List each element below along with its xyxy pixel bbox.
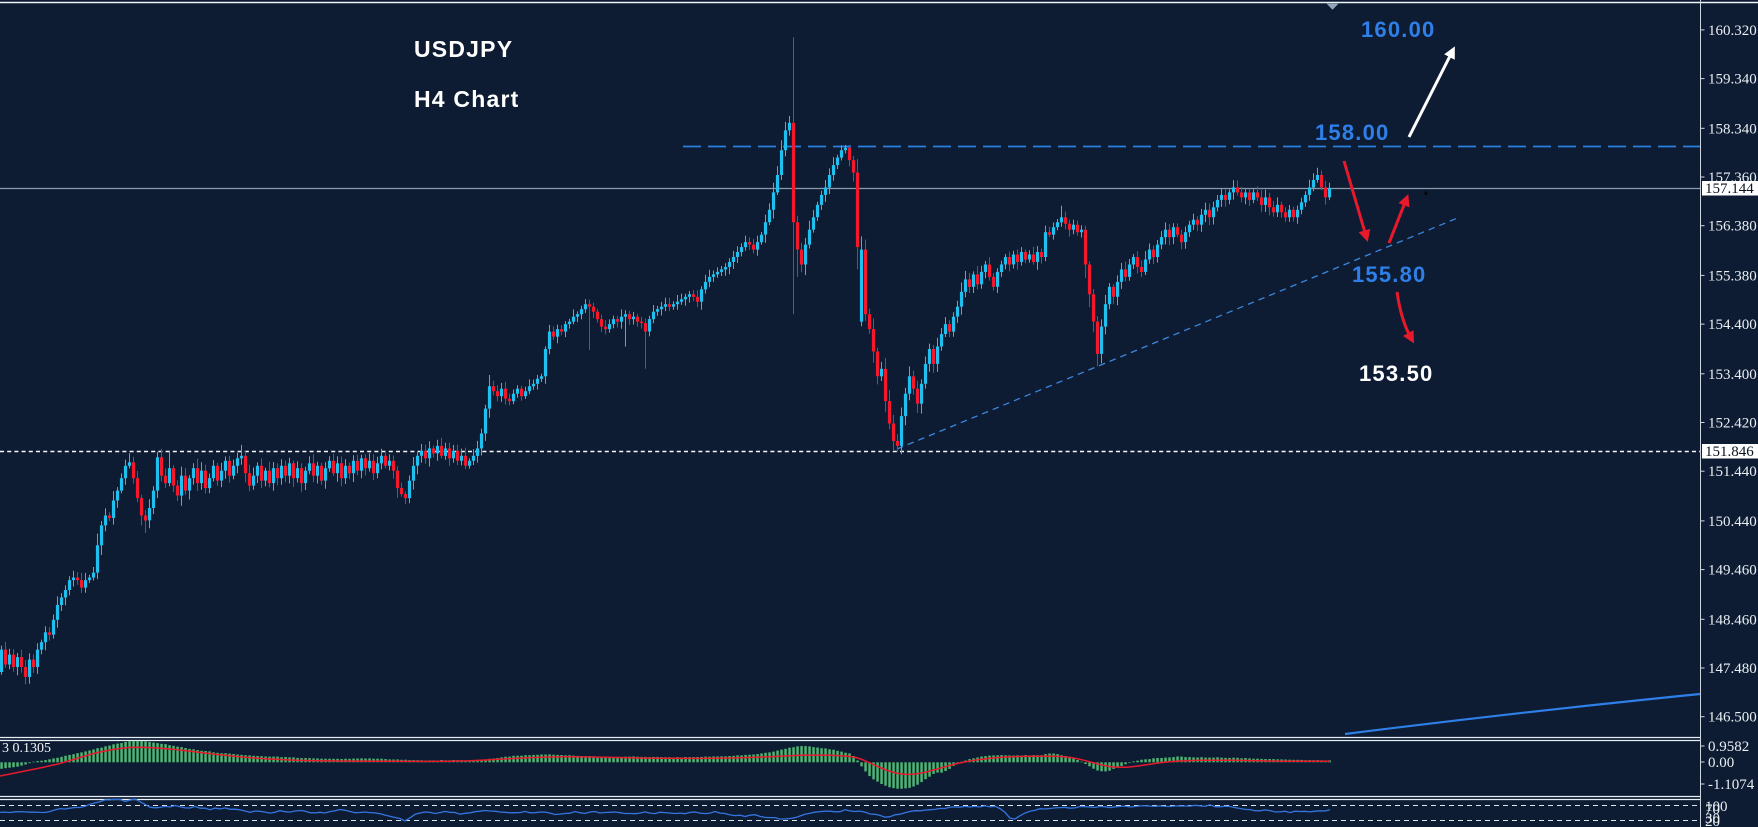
svg-text:157.144: 157.144 (1705, 181, 1754, 197)
svg-text:147.480: 147.480 (1708, 661, 1757, 677)
svg-text:151.846: 151.846 (1705, 444, 1754, 460)
svg-text:160.320: 160.320 (1708, 23, 1757, 39)
svg-text:154.400: 154.400 (1708, 317, 1757, 333)
svg-text:155.80: 155.80 (1352, 262, 1427, 287)
svg-text:USDJPY: USDJPY (414, 36, 513, 62)
svg-text:151.440: 151.440 (1708, 464, 1757, 480)
svg-text:148.460: 148.460 (1708, 612, 1757, 628)
svg-text:146.500: 146.500 (1708, 710, 1757, 726)
svg-text:158.340: 158.340 (1708, 121, 1757, 137)
svg-text:155.380: 155.380 (1708, 268, 1757, 284)
svg-text:156.380: 156.380 (1708, 219, 1757, 235)
svg-text:160.00: 160.00 (1361, 17, 1436, 42)
svg-text:159.340: 159.340 (1708, 72, 1757, 88)
svg-text:70: 70 (1705, 802, 1720, 818)
svg-text:150.440: 150.440 (1708, 514, 1757, 530)
svg-text:149.460: 149.460 (1708, 563, 1757, 579)
svg-text:153.50: 153.50 (1359, 361, 1434, 386)
svg-text:30: 30 (1705, 811, 1720, 827)
svg-text:20: 20 (1705, 814, 1720, 827)
svg-text:100: 100 (1705, 799, 1728, 815)
svg-text:H4 Chart: H4 Chart (414, 86, 519, 112)
svg-text:0.00: 0.00 (1708, 755, 1734, 771)
svg-text:158.00: 158.00 (1315, 120, 1390, 145)
svg-text:3 0.1305: 3 0.1305 (2, 741, 51, 756)
svg-text:-1.1074: -1.1074 (1708, 777, 1755, 793)
svg-text:152.420: 152.420 (1708, 416, 1757, 432)
svg-text:153.400: 153.400 (1708, 367, 1757, 383)
svg-text:0.9582: 0.9582 (1708, 739, 1749, 755)
